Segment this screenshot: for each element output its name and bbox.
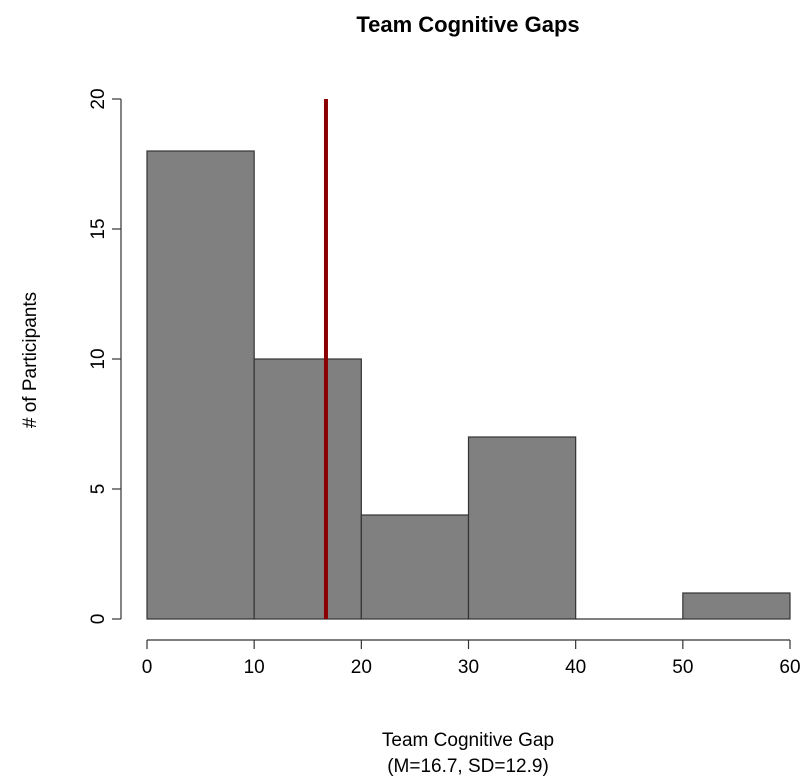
chart-title: Team Cognitive Gaps: [356, 12, 579, 37]
y-tick-label-0: 0: [88, 614, 109, 625]
y-tick-label-15: 15: [88, 218, 109, 239]
x-axis-label: Team Cognitive Gap: [382, 730, 554, 751]
x-tick-label-0: 0: [142, 657, 153, 678]
x-tick-label-30: 30: [458, 657, 479, 678]
x-tick-label-20: 20: [351, 657, 372, 678]
y-axis: 0 5 10 15 20: [88, 88, 122, 625]
bars-group: [146, 150, 791, 620]
x-tick-label-60: 60: [779, 657, 800, 678]
x-tick-label-50: 50: [672, 657, 693, 678]
x-axis: 0 10 20 30 40 50 60: [142, 639, 801, 678]
y-axis-label: # of Participants: [20, 292, 41, 428]
histogram-bar-30-40: [467, 436, 577, 620]
y-tick-label-5: 5: [88, 484, 109, 495]
histogram-bar-20-30: [360, 514, 470, 620]
histogram-bar-10-20: [253, 358, 362, 620]
histogram-bar-0-10: [146, 150, 255, 620]
x-tick-label-40: 40: [565, 657, 586, 678]
x-tick-label-10: 10: [244, 657, 265, 678]
y-tick-label-10: 10: [88, 348, 109, 369]
y-tick-label-20: 20: [88, 88, 109, 109]
x-axis-label-stats: (M=16.7, SD=12.9): [387, 756, 549, 777]
histogram-bar-50-60: [682, 592, 791, 620]
